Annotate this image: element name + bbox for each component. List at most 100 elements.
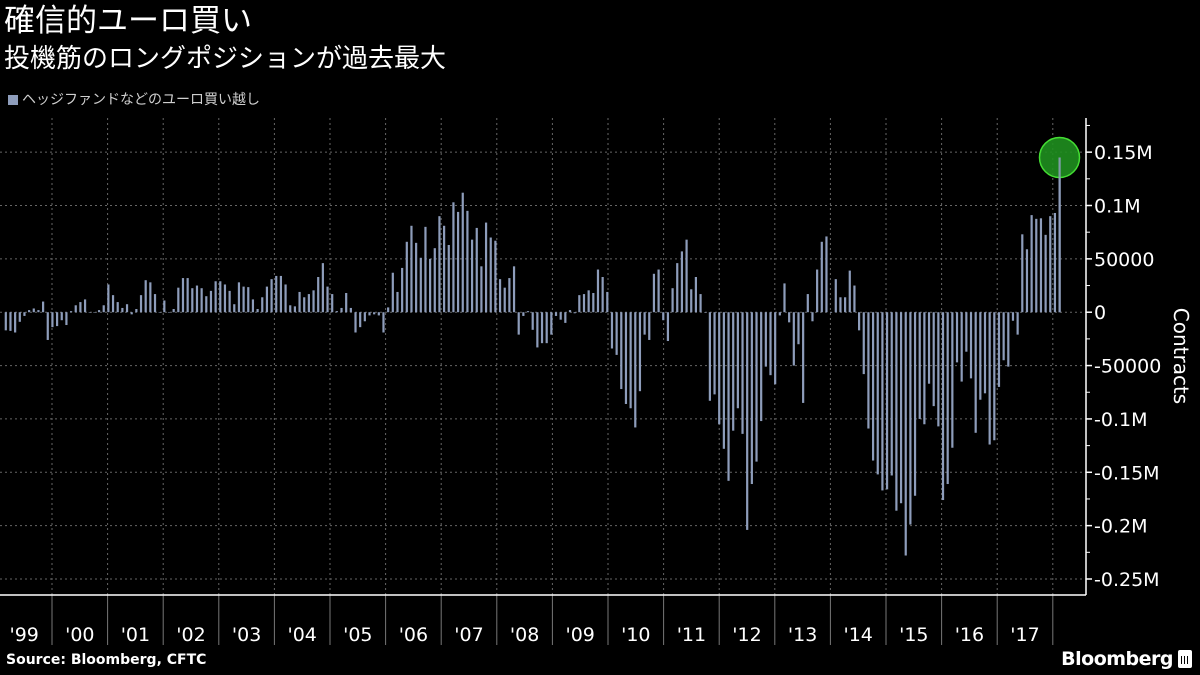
bar	[932, 312, 935, 407]
x-tick-label: '01	[121, 624, 150, 646]
x-tick-label: '17	[1010, 624, 1039, 646]
bar	[582, 294, 586, 313]
bar	[14, 312, 17, 333]
bar	[275, 275, 278, 313]
bar	[573, 312, 576, 314]
x-tick-label: '03	[232, 624, 261, 646]
bar	[624, 312, 628, 404]
bar	[415, 242, 418, 313]
bar	[303, 297, 306, 313]
bar	[638, 312, 642, 392]
x-tick-label: '06	[399, 624, 428, 646]
bar	[401, 267, 404, 313]
x-tick-label: '15	[899, 624, 928, 646]
bar	[526, 311, 530, 313]
bar	[643, 312, 646, 335]
bar	[219, 281, 222, 313]
y-tick-label: -0.2M	[1094, 516, 1147, 538]
x-tick-label: '99	[9, 624, 38, 646]
bar	[424, 226, 427, 313]
bar	[937, 312, 940, 427]
bar	[862, 312, 865, 375]
bar	[559, 312, 562, 320]
bar	[913, 312, 917, 496]
bar	[816, 269, 819, 313]
bar	[387, 307, 390, 313]
bar	[727, 312, 730, 481]
bar	[1053, 212, 1057, 313]
x-tick-label: '08	[510, 624, 539, 646]
bar	[811, 312, 814, 322]
bar	[312, 290, 315, 313]
bar	[326, 286, 329, 313]
bar	[676, 263, 679, 313]
bar	[139, 295, 143, 313]
bar	[904, 312, 907, 556]
bar	[774, 312, 777, 385]
bar-latest	[1058, 157, 1061, 313]
bar	[652, 273, 656, 313]
bar	[149, 282, 152, 313]
bar	[601, 277, 604, 313]
bar	[769, 312, 772, 376]
legend-label: ヘッジファンドなどのユーロ買い越し	[22, 92, 260, 108]
bar	[345, 293, 348, 313]
bar	[494, 240, 497, 313]
bar	[79, 302, 82, 313]
bar	[419, 257, 422, 313]
bar	[405, 241, 408, 313]
bar	[69, 311, 73, 313]
bar	[172, 309, 175, 313]
bar	[755, 312, 758, 462]
bar	[107, 284, 110, 313]
bar	[223, 284, 227, 313]
bar	[750, 312, 753, 485]
bar	[564, 312, 567, 323]
bar	[876, 312, 879, 475]
bar	[909, 312, 912, 525]
bar	[23, 312, 26, 316]
x-tick-label: '00	[65, 624, 94, 646]
bar	[498, 279, 502, 313]
bar	[568, 310, 572, 313]
logo-text: Bloomberg	[1061, 648, 1173, 670]
bar	[844, 297, 847, 313]
bar	[606, 291, 609, 313]
bar	[191, 288, 194, 313]
bar	[783, 283, 786, 313]
bar	[270, 279, 273, 313]
bloomberg-logo: Bloomberg	[1061, 648, 1192, 670]
bar	[708, 312, 711, 401]
bar	[456, 211, 460, 313]
bar	[163, 300, 166, 313]
bar	[853, 285, 856, 313]
bar	[1002, 312, 1005, 361]
bar	[867, 312, 870, 429]
bar	[410, 225, 413, 313]
bar	[802, 312, 805, 403]
bar	[699, 294, 702, 313]
bar	[97, 310, 101, 313]
bar	[470, 239, 474, 313]
bar	[461, 192, 464, 313]
bar	[321, 263, 324, 313]
bar	[382, 312, 385, 333]
bar	[489, 237, 492, 313]
bar	[205, 296, 208, 313]
bar	[396, 291, 399, 313]
bar	[167, 312, 171, 313]
bar	[694, 277, 697, 313]
bar	[1011, 312, 1015, 321]
bar	[340, 307, 343, 313]
bar	[550, 312, 553, 335]
bar	[37, 310, 40, 313]
bar	[965, 312, 968, 352]
bar	[620, 312, 623, 390]
x-tick-label: '10	[621, 624, 650, 646]
bar	[890, 312, 893, 476]
bar	[508, 278, 511, 313]
bar	[195, 285, 199, 313]
bar	[830, 312, 833, 313]
bar	[130, 312, 133, 315]
